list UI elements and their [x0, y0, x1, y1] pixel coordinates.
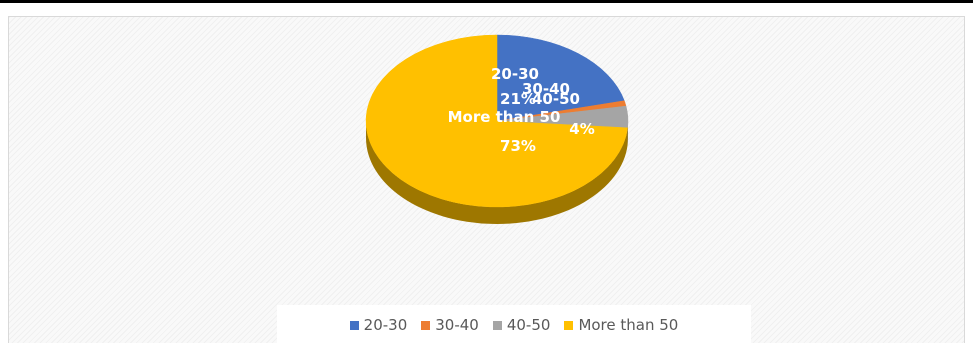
- legend-label-40-50: 40-50: [507, 316, 551, 334]
- legend-label-more-than-50: More than 50: [578, 316, 678, 334]
- legend-swatch-30-40: [421, 321, 430, 330]
- data-label-name-40-50: 40-50: [532, 90, 580, 108]
- legend-swatch-40-50: [493, 321, 502, 330]
- chart-legend: 20-30 30-40 40-50 More than 50: [277, 305, 751, 345]
- data-label-value-40-50: 4%: [569, 120, 594, 138]
- data-label-name-more-than-50: More than 50: [448, 108, 561, 126]
- window-top-border: [0, 0, 973, 3]
- legend-item-40-50: 40-50: [493, 316, 551, 334]
- legend-item-30-40: 30-40: [421, 316, 479, 334]
- legend-item-20-30: 20-30: [350, 316, 408, 334]
- legend-label-20-30: 20-30: [364, 316, 408, 334]
- legend-swatch-20-30: [350, 321, 359, 330]
- legend-label-30-40: 30-40: [435, 316, 479, 334]
- legend-item-more-than-50: More than 50: [564, 316, 678, 334]
- legend-swatch-more-than-50: [564, 321, 573, 330]
- data-label-value-more-than-50: 73%: [500, 137, 536, 155]
